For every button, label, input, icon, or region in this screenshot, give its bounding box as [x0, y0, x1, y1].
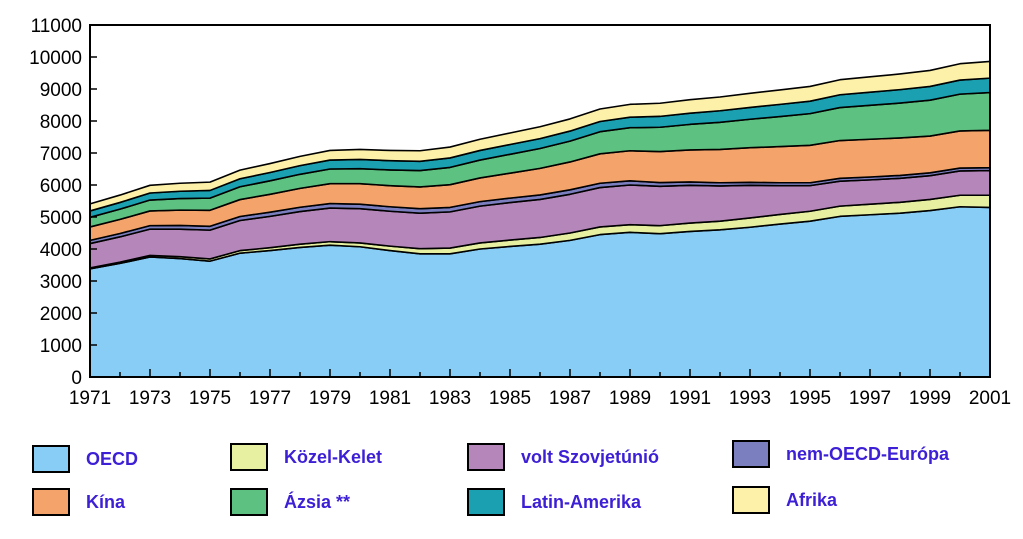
legend-label-nem-oecd-europa: nem-OECD-Európa: [786, 443, 950, 464]
legend-swatch-latin-amerika: [467, 488, 505, 516]
legend-item-nem-oecd-europa: nem-OECD-Európa: [732, 440, 949, 468]
x-tick-label: 1979: [309, 388, 351, 409]
legend-swatch-kina: [32, 488, 70, 516]
y-tick-label: 5000: [40, 208, 82, 229]
y-tick-label: 0: [71, 368, 82, 389]
legend-item-azsia: Ázsia **: [230, 488, 350, 516]
legend-label-azsia: Ázsia **: [284, 491, 351, 512]
legend-swatch-afrika: [732, 486, 770, 514]
x-tick-label: 1997: [849, 388, 891, 409]
legend-swatch-nem-oecd-europa: [732, 440, 770, 468]
legend-label-latin-amerika: Latin-Amerika: [521, 491, 642, 512]
legend: OECD Közel-Kelet volt Szovjetúnió nem-OE…: [0, 430, 1023, 530]
legend-swatch-azsia: [230, 488, 268, 516]
x-tick-label: 1987: [549, 388, 591, 409]
x-tick-label: 1999: [909, 388, 951, 409]
legend-item-kozel-kelet: Közel-Kelet: [230, 443, 382, 471]
legend-item-kina: Kína: [32, 488, 125, 516]
y-tick-label: 9000: [40, 80, 82, 101]
x-tick-label: 1975: [189, 388, 231, 409]
legend-label-kina: Kína: [86, 491, 126, 512]
y-tick-label: 10000: [29, 48, 82, 69]
x-tick-label: 1995: [789, 388, 831, 409]
y-tick-label: 4000: [40, 240, 82, 261]
x-tick-label: 1993: [729, 388, 771, 409]
stacked-area-chart: 0 1000 2000 3000 4000 5000 6000 7000 8000 9000 100…: [29, 16, 1011, 409]
y-tick-label: 8000: [40, 112, 82, 133]
y-tick-label: 6000: [40, 176, 82, 197]
x-tick-label: 2001: [969, 388, 1011, 409]
x-tick-label: 1973: [129, 388, 171, 409]
x-tick-label: 1991: [669, 388, 711, 409]
legend-label-afrika: Afrika: [786, 489, 838, 510]
x-tick-label: 1983: [429, 388, 471, 409]
legend-swatch-volt-szovjetunio: [467, 443, 505, 471]
y-tick-label: 7000: [40, 144, 82, 165]
legend-label-oecd: OECD: [86, 448, 139, 469]
legend-item-afrika: Afrika: [732, 486, 837, 514]
y-tick-label: 2000: [40, 304, 82, 325]
x-tick-label: 1971: [69, 388, 111, 409]
y-tick-label: 1000: [40, 336, 82, 357]
legend-label-volt-szovjetunio: volt Szovjetúnió: [521, 446, 660, 467]
x-tick-label: 1981: [369, 388, 411, 409]
x-axis-ticks: 1971 1973 1975 1977 1979 1981 1983 1985 1987 1989…: [69, 369, 1011, 409]
y-tick-label: 11000: [31, 16, 82, 37]
legend-item-oecd: OECD: [32, 445, 138, 473]
x-tick-label: 1977: [249, 388, 291, 409]
x-tick-label: 1985: [489, 388, 531, 409]
x-tick-label: 1989: [609, 388, 651, 409]
legend-item-latin-amerika: Latin-Amerika: [467, 488, 641, 516]
legend-label-kozel-kelet: Közel-Kelet: [284, 446, 383, 467]
y-tick-label: 3000: [40, 272, 82, 293]
legend-item-volt-szovjetunio: volt Szovjetúnió: [467, 443, 659, 471]
legend-swatch-oecd: [32, 445, 70, 473]
y-axis-ticks: 0 1000 2000 3000 4000 5000 6000 7000 8000 9000 100…: [29, 16, 97, 389]
legend-swatch-kozel-kelet: [230, 443, 268, 471]
